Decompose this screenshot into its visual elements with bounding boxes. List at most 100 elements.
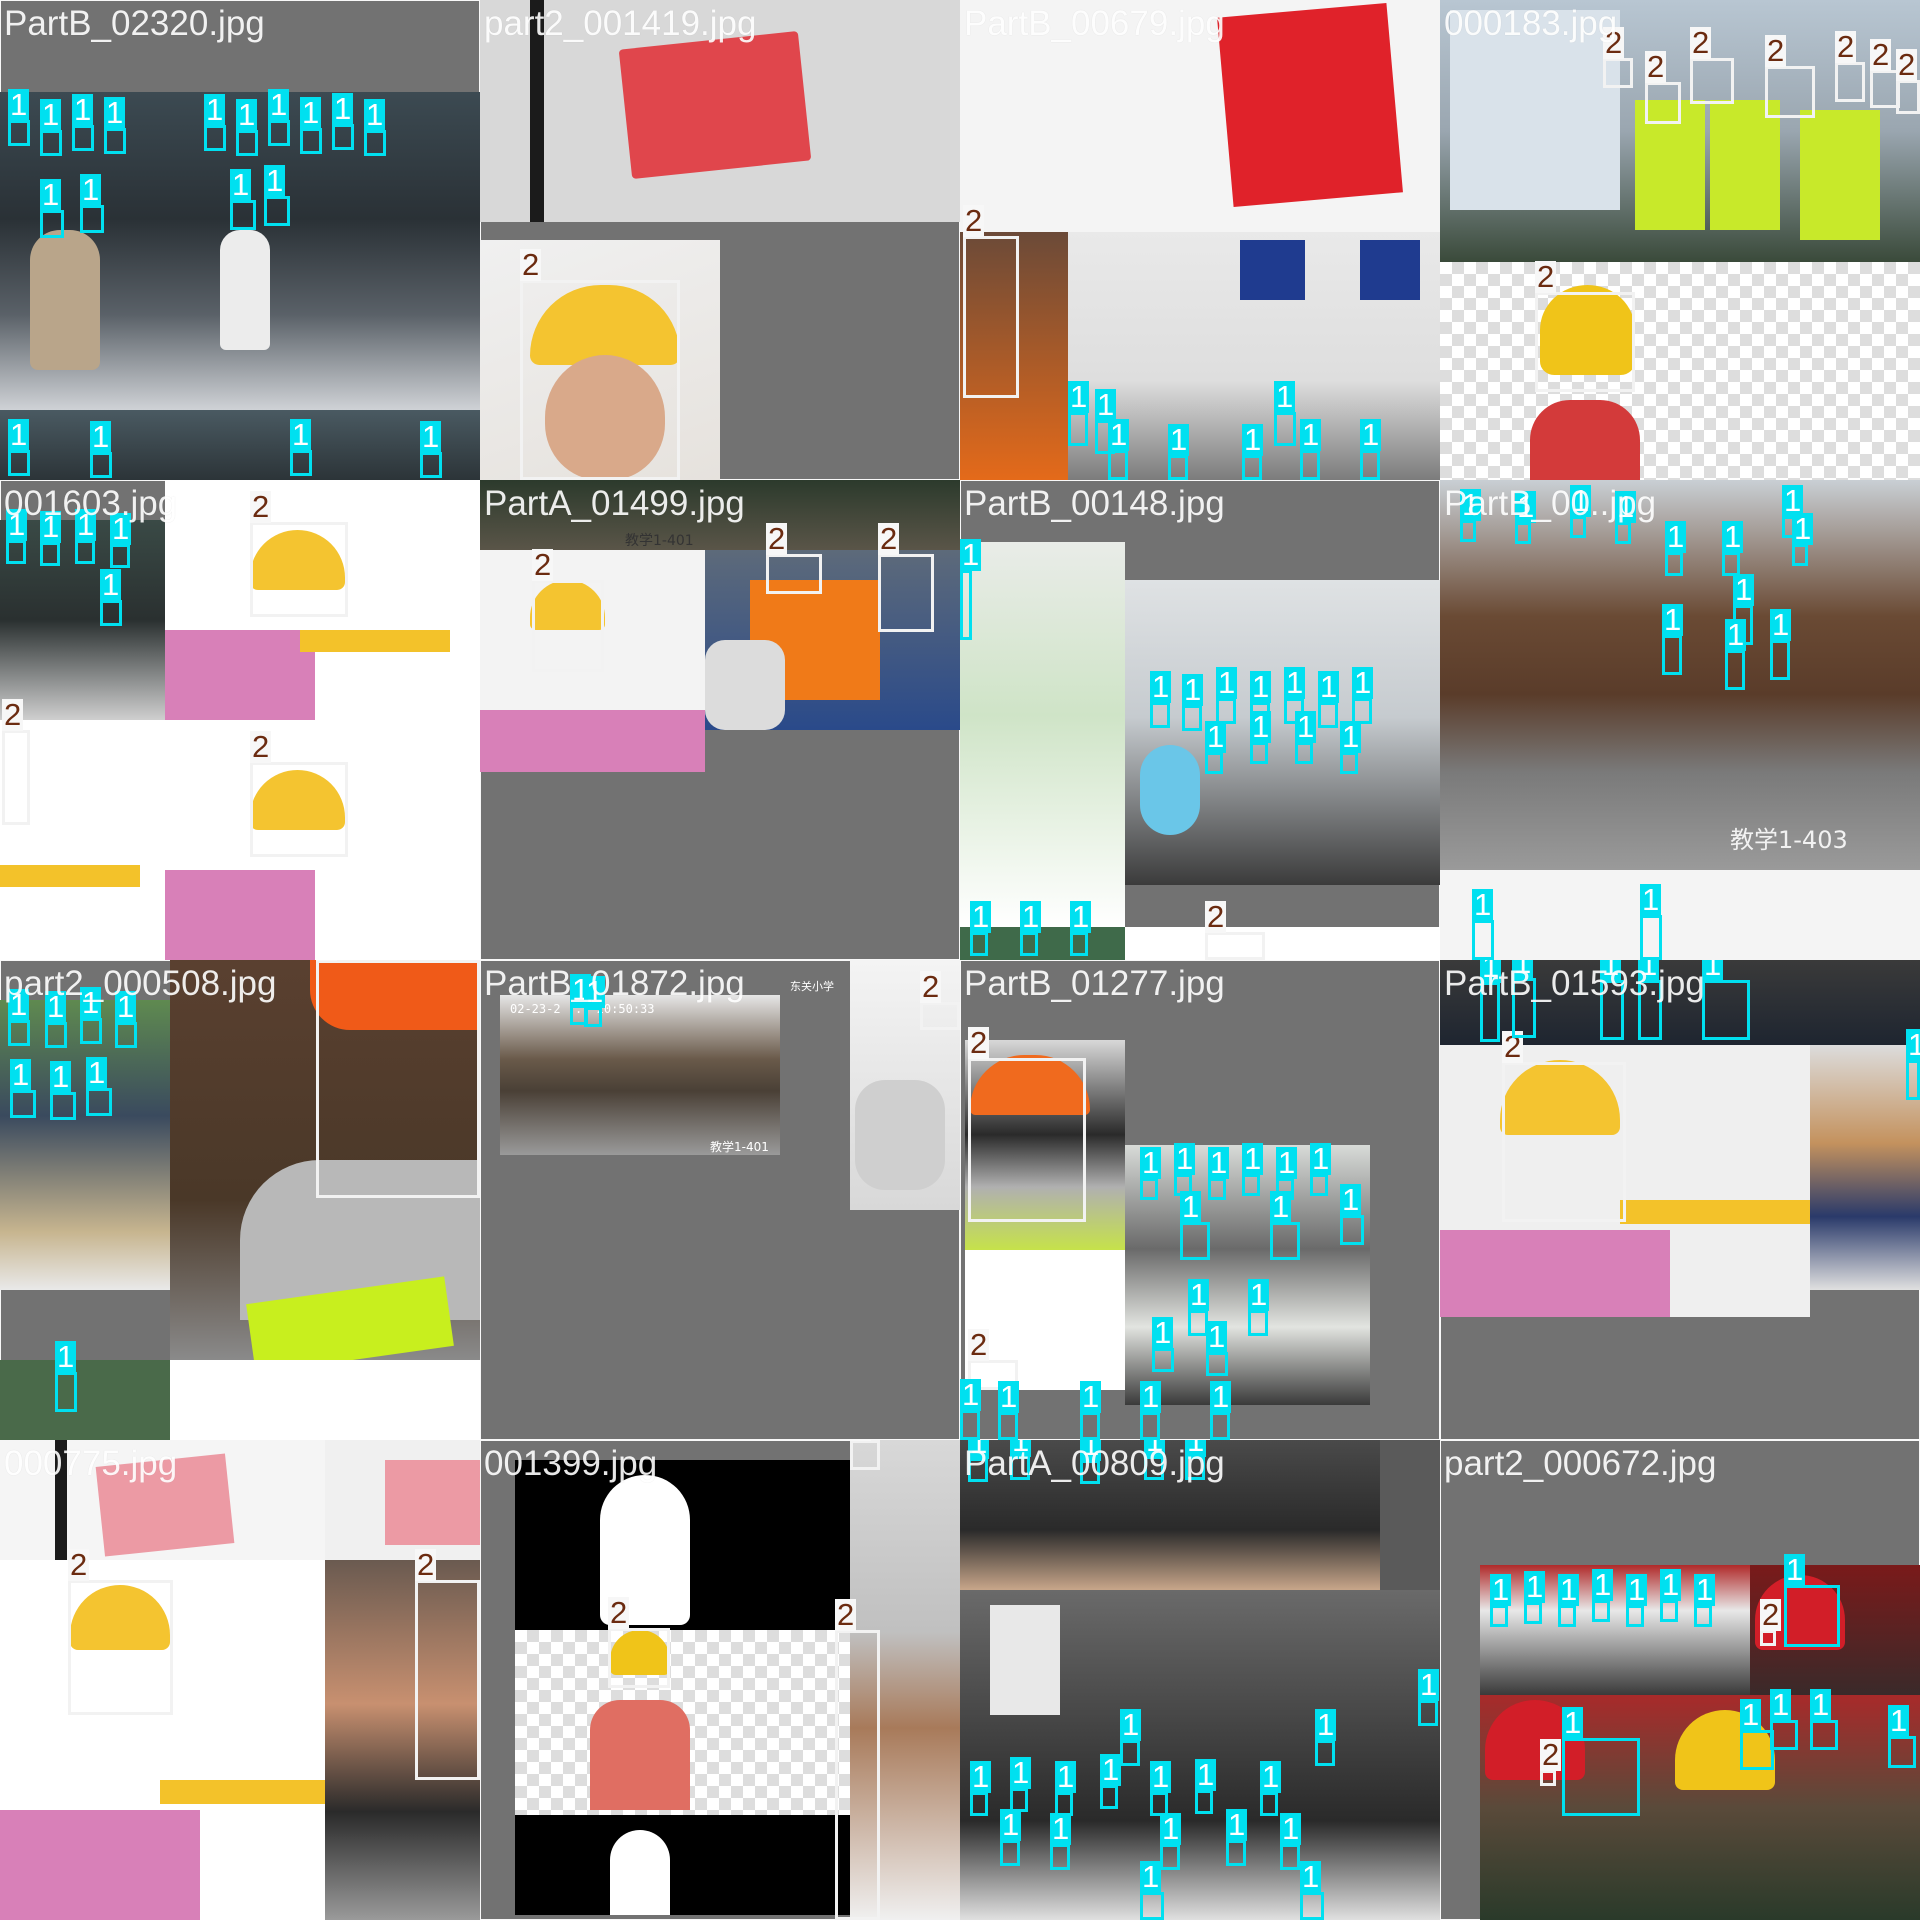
class-tag: 1 [1180,1189,1202,1224]
head-box: 1 [10,1059,36,1118]
head-box: 1 [1070,901,1092,956]
class-tag: 1 [1515,489,1537,524]
event-photo [1380,1440,1440,1590]
class-tag: 1 [332,91,354,126]
head-box: 1 [1524,1571,1546,1624]
class-tag: 1 [1185,1440,1207,1457]
red-shirt [590,1700,690,1810]
head-box: 1 [1248,1279,1270,1336]
head-box: 1 [1722,521,1744,576]
safety-vest [1800,110,1880,240]
class-tag: 1 [1888,1703,1910,1738]
head-box: 1 [75,509,97,564]
head-box: 1 [1205,721,1227,774]
head-box: 1 [1770,1689,1798,1750]
class-tag: 1 [970,1759,992,1794]
head-box: 1 [1276,1147,1298,1200]
head-box: 1 [204,94,226,151]
tile-filename-label: PartB_00679.jpg [964,4,1225,43]
class-tag: 1 [1300,1859,1322,1894]
hardhat-box: 2 [968,1329,1018,1390]
class-tag: 1 [75,507,97,542]
class-tag: 1 [1340,719,1362,754]
class-tag: 2 [1835,29,1857,64]
head-box: 1 [1140,1381,1162,1440]
class-tag: 2 [1205,899,1227,934]
class-tag: 1 [1310,1141,1332,1176]
head-box: 1 [1000,1809,1022,1866]
head-box: 1 [104,97,126,154]
head-box: 1 [1150,1761,1172,1816]
tile-filename-label: 001399.jpg [484,1444,658,1483]
class-tag: 1 [1242,1141,1264,1176]
class-tag: 1 [1000,1807,1022,1842]
class-tag: 2 [415,1547,437,1582]
head-box: 1 [1480,960,1502,1042]
head-box: 1 [584,976,606,1027]
head-box: 1 [110,513,132,568]
class-tag: 1 [40,97,62,132]
hardhat-box: 2 [1603,27,1633,88]
spirit-level [1620,1200,1810,1224]
class-tag: 2 [850,1440,872,1441]
class-tag: 1 [1615,489,1637,524]
head-box: 1 [968,1440,990,1482]
tile-filename-label: PartB_01277.jpg [964,964,1225,1003]
hardhat-box: 2 [1896,49,1920,114]
head-box: 1 [1208,1147,1230,1200]
class-tag: 2 [2,697,24,732]
group-photo [0,520,165,720]
head-box: 1 [1260,1761,1282,1816]
head-box: 1 [1274,381,1296,446]
class-tag: 1 [1226,1807,1248,1842]
class-tag: 1 [1144,1440,1166,1457]
class-tag: 1 [1340,1182,1362,1217]
mosaic-tile: 001399.jpg 2 2 2 [480,1440,960,1920]
class-tag: 1 [1352,665,1374,700]
class-tag: 2 [1760,1597,1782,1632]
class-tag: 2 [1603,25,1625,60]
class-tag: 1 [1020,899,1042,934]
plaid-shirt [165,630,315,720]
class-tag: 2 [1535,259,1557,294]
spirit-level [160,1780,325,1804]
class-tag: 1 [1168,422,1190,457]
class-tag: 1 [1055,1759,1077,1794]
class-tag: 1 [40,177,62,212]
class-tag: 1 [1070,899,1092,934]
hardhat-box: 2 [920,971,960,1030]
hardhat-box: 2 [878,523,934,632]
hardhat-box: 2 [532,549,604,672]
worker-photo [965,1250,1125,1390]
class-tag: 1 [8,87,30,122]
head-box: 1 [80,987,102,1044]
head-box: 1 [100,569,122,626]
head-box: 1 [80,174,104,233]
head-box: 1 [55,1341,77,1412]
tile-filename-label: PartB_02320.jpg [4,4,265,43]
tile-filename-label: PartA_01499.jpg [484,484,745,523]
class-tag: 1 [1315,1707,1337,1742]
tile-filename-label: 000183.jpg [1444,4,1618,43]
head-box: 1 [970,1761,992,1816]
class-tag: 1 [1725,617,1747,652]
head-box: 1 [86,1057,112,1116]
hardhat-box: 2 [250,731,348,857]
plaid-shirt [0,1810,200,1920]
head-box: 1 [1515,491,1537,544]
tile-filename-label: PartB_01593.jpg [1444,964,1705,1003]
class-tag: 1 [1205,719,1227,754]
hardhat-box: 2 [1645,51,1681,124]
class-tag: 1 [236,97,258,132]
class-tag: 1 [1284,665,1306,700]
head-box: 1 [115,991,137,1048]
person-figure [30,230,100,370]
hardhat-box: 2 [250,491,348,617]
class-tag: 1 [1276,1145,1298,1180]
mosaic-tile: part2_000672.jpg 1 1 1 1 1 1 1 1 2 1 2 1… [1440,1440,1920,1920]
pink-clipboard [385,1460,480,1545]
class-tag: 2 [250,489,272,524]
projector-screen [990,1605,1060,1715]
yellow-hardhat [610,1630,670,1675]
class-tag: 1 [1740,1697,1762,1732]
